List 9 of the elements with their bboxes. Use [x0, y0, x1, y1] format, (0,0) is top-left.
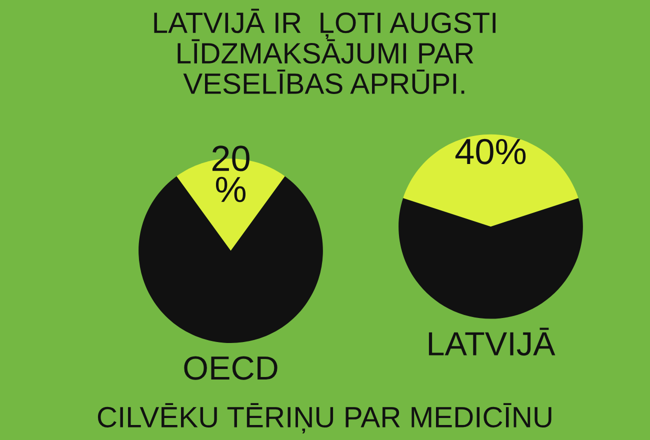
chart-title: LATVIJĀ IR ĻOTI AUGSTI LĪDZMAKSĀJUMI PAR VESELĪBAS APRŪPI. — [154, 8, 496, 94]
pie-slice — [398, 198, 583, 319]
text: OECD — [184, 356, 278, 380]
pie-slice — [403, 134, 578, 227]
data-label: 20 % — [212, 146, 250, 202]
text: CILVĒKU TĒRIŅU PAR MEDICĪNU — [98, 403, 552, 434]
text: LATVIJĀ — [428, 328, 556, 356]
pie-slice — [138, 176, 323, 343]
data-label: 40% — [455, 138, 526, 164]
